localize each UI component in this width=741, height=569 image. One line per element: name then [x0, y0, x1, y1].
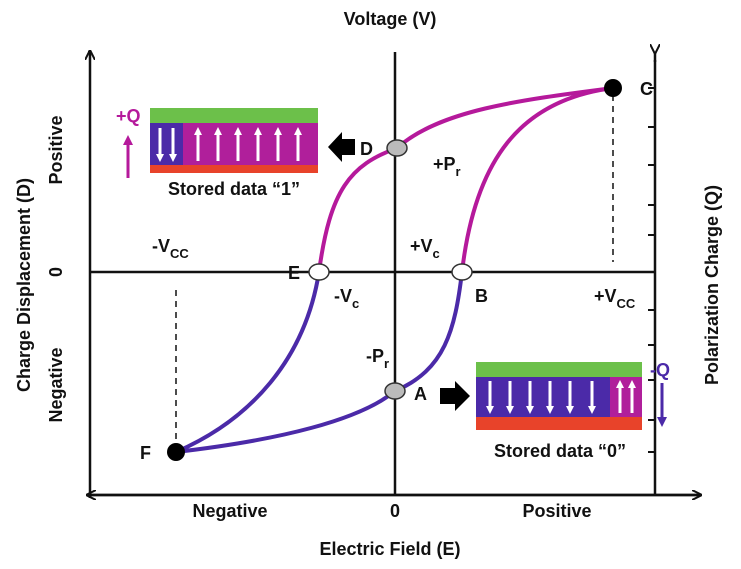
x-negative: Negative: [192, 501, 267, 521]
ferroelectric-domain: [150, 123, 183, 165]
hysteresis-diagram: Voltage (V) Electric Field (E) Negative …: [0, 0, 741, 569]
point-e: [309, 264, 329, 280]
x-axis-label: Electric Field (E): [319, 539, 460, 559]
electrode-top: [476, 362, 642, 377]
annotation-sub: r: [384, 356, 389, 371]
title: Voltage (V): [344, 9, 437, 29]
annotation: -Vc: [334, 286, 359, 311]
right-axis-label: Polarization Charge (Q): [702, 185, 722, 385]
left-zero: 0: [46, 267, 66, 277]
annotation-sub: c: [352, 296, 359, 311]
point-label: C: [640, 79, 653, 99]
annotation-main: -V: [334, 286, 352, 306]
point-d: [387, 140, 407, 156]
charge-label: -Q: [650, 360, 670, 380]
point-f: [167, 443, 185, 461]
annotation: -VCC: [152, 236, 189, 261]
point-c: [604, 79, 622, 97]
electrode-bottom: [476, 417, 642, 430]
annotation: +VCC: [594, 286, 636, 311]
annotation-sub: c: [433, 246, 440, 261]
ascending-tail: [462, 88, 613, 272]
point-label: E: [288, 263, 300, 283]
x-positive: Positive: [522, 501, 591, 521]
electrode-top: [150, 108, 318, 123]
cell-caption: Stored data “1”: [168, 179, 300, 199]
annotation: +Vc: [410, 236, 440, 261]
annotation-main: -V: [152, 236, 170, 256]
lower-branch: [176, 272, 462, 452]
left-negative: Negative: [46, 347, 66, 422]
left-axis-label: Charge Displacement (D): [14, 178, 34, 392]
annotation: +Pr: [433, 154, 461, 179]
pointer-arrow: [440, 381, 470, 411]
annotation-main: +V: [410, 236, 433, 256]
annotation-sub: r: [456, 164, 461, 179]
annotation-main: -P: [366, 346, 384, 366]
point-label: D: [360, 139, 373, 159]
point-b: [452, 264, 472, 280]
annotation-main: +P: [433, 154, 456, 174]
annotation-main: +V: [594, 286, 617, 306]
x-zero: 0: [390, 501, 400, 521]
annotation-sub: CC: [170, 246, 189, 261]
pointer-arrow: [328, 132, 355, 162]
annotation: -Pr: [366, 346, 389, 371]
point-label: B: [475, 286, 488, 306]
left-positive: Positive: [46, 115, 66, 184]
point-label: A: [414, 384, 427, 404]
electrode-bottom: [150, 165, 318, 173]
point-label: F: [140, 443, 151, 463]
annotation-sub: CC: [617, 296, 636, 311]
ferroelectric-domain: [610, 377, 642, 417]
charge-label: +Q: [116, 106, 141, 126]
point-a: [385, 383, 405, 399]
cell-caption: Stored data “0”: [494, 441, 626, 461]
descending-tail: [176, 272, 319, 452]
